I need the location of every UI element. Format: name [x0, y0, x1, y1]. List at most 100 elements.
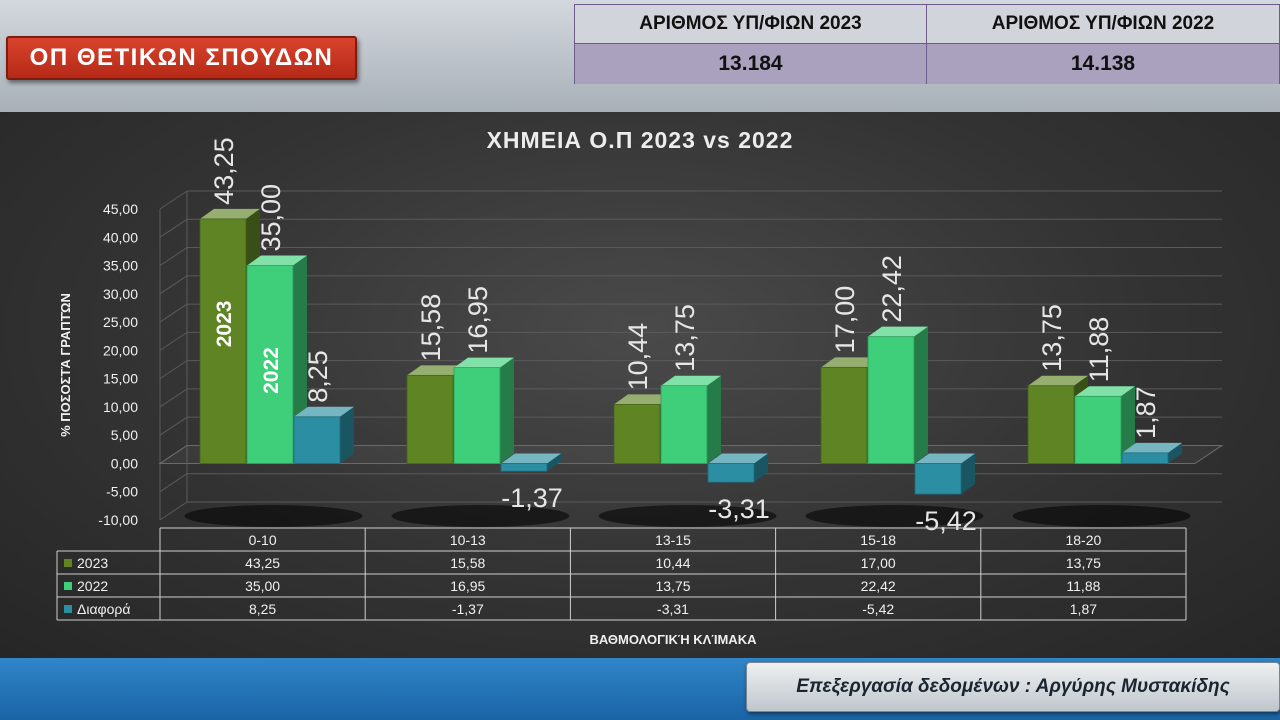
table-cell: 35,00 — [245, 578, 280, 594]
table-cell: 13,75 — [1066, 555, 1101, 571]
bar-top-2022 — [247, 255, 307, 266]
y-tick-label: 30,00 — [103, 286, 138, 302]
gridline-side — [159, 473, 188, 493]
bar-top-2023 — [407, 365, 467, 376]
legend-key-2022 — [64, 582, 72, 590]
data-label: 16,95 — [463, 286, 493, 354]
y-tick-label: 25,00 — [103, 314, 138, 330]
table-cell: 16,95 — [450, 578, 485, 594]
x-tick-label: 10-13 — [450, 532, 486, 548]
header-candidates-2023: ΑΡΙΘΜΟΣ ΥΠ/ΦΙΩΝ 2023 — [575, 5, 927, 44]
gridline-side — [159, 218, 188, 238]
bar-Διαφορά — [1121, 452, 1169, 464]
y-tick-label: 40,00 — [103, 229, 138, 245]
data-label: -1,37 — [501, 483, 563, 513]
data-label: 17,00 — [830, 286, 860, 354]
legend-key-Διαφορά — [64, 605, 72, 613]
gridline-side — [159, 303, 188, 323]
x-tick-label: 15-18 — [860, 532, 896, 548]
bar-top-Διαφορά — [915, 453, 975, 464]
legend-label: 2022 — [77, 578, 108, 594]
gridline-side — [159, 388, 188, 408]
value-candidates-2022: 14.138 — [927, 44, 1279, 84]
bar-2023 — [613, 404, 661, 464]
x-tick-label: 13-15 — [655, 532, 691, 548]
bar-2023 — [1027, 385, 1075, 464]
legend-label: 2023 — [77, 555, 108, 571]
bar-2023 — [820, 366, 868, 464]
y-axis-title: % ΠΟΣΟΣΤΆ ΓΡΑΠΤΏΝ — [58, 293, 73, 437]
gridline-side — [159, 275, 188, 295]
bar-top-2022 — [454, 357, 514, 368]
data-label: 22,42 — [877, 255, 907, 323]
x-axis-title: ΒΑΘΜΟΛΟΓΙΚΉ ΚΛΊΜΑΚΑ — [590, 632, 758, 647]
credit-box: Επεξεργασία δεδομένων : Αργύρης Μυστακίδ… — [746, 662, 1280, 712]
bar-2022 — [453, 367, 501, 464]
bar-top-Διαφορά — [1122, 442, 1182, 453]
bar-2023 — [199, 218, 247, 464]
table-cell: 13,75 — [655, 578, 690, 594]
bar-side-2022 — [1121, 386, 1135, 464]
candidates-table: ΑΡΙΘΜΟΣ ΥΠ/ΦΙΩΝ 2023 ΑΡΙΘΜΟΣ ΥΠ/ΦΙΩΝ 202… — [574, 4, 1280, 84]
legend-label: Διαφορά — [77, 601, 130, 617]
y-tick-label: 10,00 — [103, 399, 138, 415]
bar-side-Διαφορά — [961, 453, 975, 495]
data-label: 13,75 — [1037, 304, 1067, 372]
data-label: 8,25 — [303, 350, 333, 403]
gridline-side — [159, 360, 188, 380]
gridline-side — [159, 331, 188, 351]
chart-title: ΧΗΜΕΙΑ Ο.Π 2023 vs 2022 — [487, 127, 794, 153]
bar-side-2022 — [914, 326, 928, 464]
gridline-side — [159, 501, 188, 521]
floor-shadow — [598, 505, 777, 527]
floor-shadow — [391, 505, 570, 527]
bar-side-Διαφορά — [547, 453, 561, 472]
y-tick-label: -5,00 — [106, 484, 138, 500]
bar-top-Διαφορά — [501, 453, 561, 464]
bar-2023 — [406, 374, 454, 464]
x-tick-label: 18-20 — [1065, 532, 1101, 548]
bar-2022 — [1074, 395, 1122, 464]
x-tick-label: 0-10 — [249, 532, 277, 548]
bar-top-2023 — [200, 208, 260, 219]
data-label: -3,31 — [708, 494, 770, 524]
bar-2022 — [660, 385, 708, 464]
bar-Διαφορά — [707, 463, 755, 483]
y-tick-label: 15,00 — [103, 371, 138, 387]
bar-Διαφορά — [500, 463, 548, 472]
data-label: 13,75 — [670, 304, 700, 372]
bar-top-2022 — [868, 326, 928, 337]
bar-top-2022 — [661, 375, 721, 386]
bar-side-2022 — [500, 357, 514, 464]
data-label: 43,25 — [209, 137, 239, 205]
table-cell: 22,42 — [861, 578, 896, 594]
table-cell: -1,37 — [452, 601, 484, 617]
floor-shadow — [805, 505, 984, 527]
bar-top-2022 — [1075, 386, 1135, 397]
bar-side-Διαφορά — [1168, 442, 1182, 464]
y-tick-label: 0,00 — [111, 455, 138, 471]
bar-2022 — [246, 265, 294, 464]
y-tick-label: 35,00 — [103, 258, 138, 274]
gridline-side — [159, 247, 188, 266]
chart: ΧΗΜΕΙΑ Ο.Π 2023 vs 2022 45,00 40,00 35,00 30… — [56, 127, 1224, 647]
y-tick-label: 5,00 — [111, 427, 138, 443]
table-cell: -5,42 — [862, 601, 894, 617]
y-tick-label: 45,00 — [103, 201, 138, 217]
y-tick-label: -10,00 — [98, 512, 138, 528]
legend-key-2023 — [64, 559, 72, 567]
bar-Διαφορά — [914, 463, 962, 495]
bar-side-2022 — [707, 375, 721, 464]
table-cell: 8,25 — [249, 601, 276, 617]
section-badge: ΟΠ ΘΕΤΙΚΩΝ ΣΠΟΥΔΩΝ — [6, 36, 357, 80]
table-cell: 17,00 — [861, 555, 896, 571]
data-label: 11,88 — [1084, 317, 1114, 383]
table-cell: 10,44 — [655, 555, 690, 571]
chart-panel: ΧΗΜΕΙΑ Ο.Π 2023 vs 2022 45,00 40,00 35,00 30… — [0, 112, 1280, 658]
bar-side-Διαφορά — [340, 406, 354, 464]
bar-top-Διαφορά — [708, 453, 768, 464]
bar-top-2023 — [1028, 375, 1088, 386]
data-label: -5,42 — [915, 506, 977, 536]
table-cell: 1,87 — [1070, 601, 1097, 617]
bar-top-Διαφορά — [294, 406, 354, 417]
